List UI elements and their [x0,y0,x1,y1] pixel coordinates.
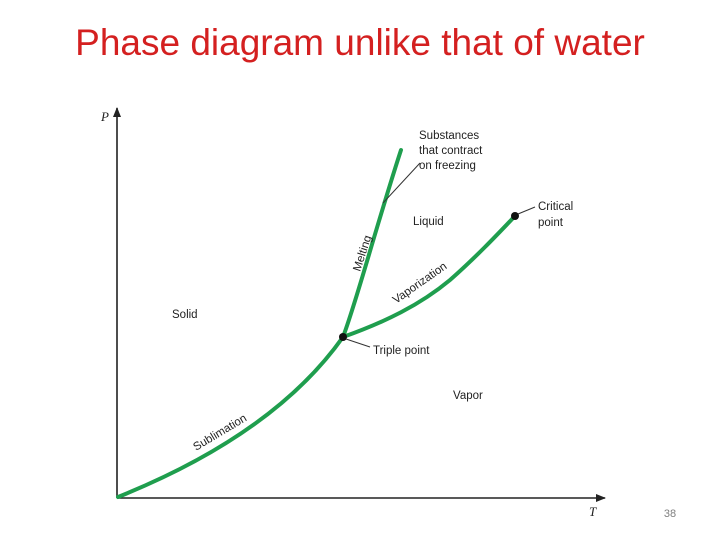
note-line3: on freezing [419,160,476,172]
critical-point-label-line2: point [538,217,564,229]
slide-number: 38 [663,508,677,520]
liquid-region-label: Liquid [413,216,444,228]
vaporization-curve [341,214,517,339]
slide-title: Phase diagram unlike that of water [75,22,645,63]
sublimation-curve [116,335,345,499]
triple-point-label: Triple point [373,345,430,357]
triple-point-leader [345,338,371,348]
note-leader [382,162,421,204]
vapor-region-label: Vapor [453,390,483,402]
critical-point-marker [511,212,519,220]
y-axis-label: P [100,109,109,124]
note-line2: that contract [419,145,483,157]
critical-point-label-line1: Critical [538,201,573,213]
triple-point-marker [339,333,347,341]
x-axis-label: T [589,504,597,519]
note-line1: Substances [419,130,479,142]
critical-point-leader [517,206,536,215]
melting-curve [341,148,403,339]
solid-region-label: Solid [172,309,198,321]
